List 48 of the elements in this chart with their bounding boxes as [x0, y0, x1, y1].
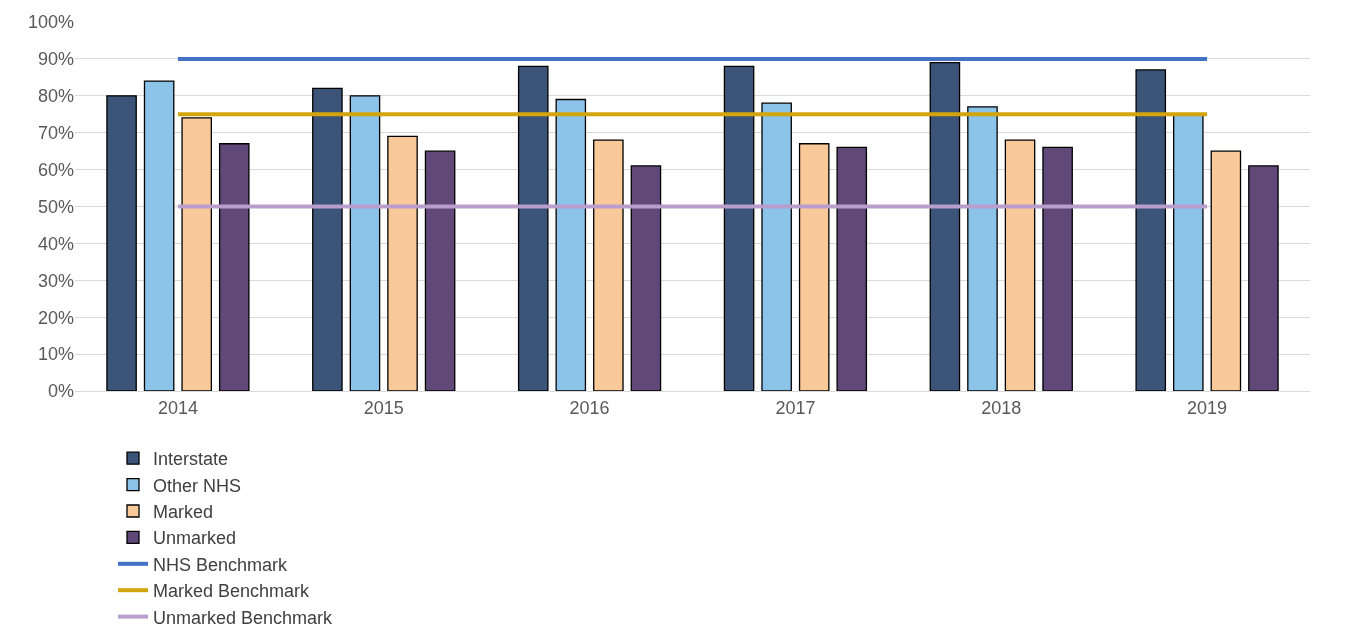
bar: [1004, 139, 1036, 391]
bar: [630, 165, 662, 391]
y-tick-label: 70%: [37, 123, 74, 143]
x-tick-label: 2019: [1187, 397, 1228, 418]
y-tick-label: 40%: [37, 233, 74, 254]
legend-label: Interstate: [153, 449, 229, 470]
legend-label: Unmarked: [153, 528, 237, 549]
legend-label: NHS Benchmark: [153, 554, 289, 575]
bar: [349, 95, 381, 391]
x-tick-label: 2018: [981, 397, 1022, 418]
bar: [1173, 113, 1204, 391]
legend-label: Unmarked Benchmark: [153, 607, 334, 628]
bar: [181, 117, 212, 391]
y-tick-label: 30%: [37, 270, 74, 291]
y-tick-label: 100%: [27, 12, 74, 33]
bar: [143, 80, 175, 391]
x-tick-label: 2017: [775, 397, 816, 418]
bar: [218, 143, 250, 391]
y-tick-label: 60%: [37, 159, 74, 180]
bar: [929, 61, 961, 391]
bar: [593, 139, 624, 391]
bar: [1248, 165, 1279, 391]
bar: [424, 150, 456, 391]
bar: [1042, 146, 1073, 391]
bar: [517, 65, 549, 391]
bar: [798, 143, 830, 391]
bar: [106, 95, 137, 391]
bar: [967, 106, 998, 391]
y-tick-label: 50%: [37, 196, 74, 217]
y-tick-label: 80%: [37, 86, 74, 107]
y-tick-label: 0%: [47, 381, 74, 402]
bar: [555, 98, 587, 391]
y-tick-label: 90%: [37, 49, 74, 70]
legend-label: Marked: [153, 502, 214, 523]
x-tick-label: 2015: [363, 397, 404, 418]
legend-label: Other NHS: [153, 475, 242, 496]
legend-label: Marked Benchmark: [153, 581, 311, 602]
bar: [761, 102, 792, 391]
x-tick-label: 2014: [157, 397, 198, 418]
y-tick-label: 10%: [37, 344, 74, 365]
bar: [312, 87, 343, 391]
y-tick-label: 20%: [37, 307, 74, 328]
bar: [1135, 69, 1167, 391]
bar: [836, 146, 868, 391]
x-tick-label: 2016: [569, 397, 610, 418]
bar: [1210, 150, 1242, 391]
bar: [387, 135, 418, 391]
bar: [723, 65, 755, 391]
